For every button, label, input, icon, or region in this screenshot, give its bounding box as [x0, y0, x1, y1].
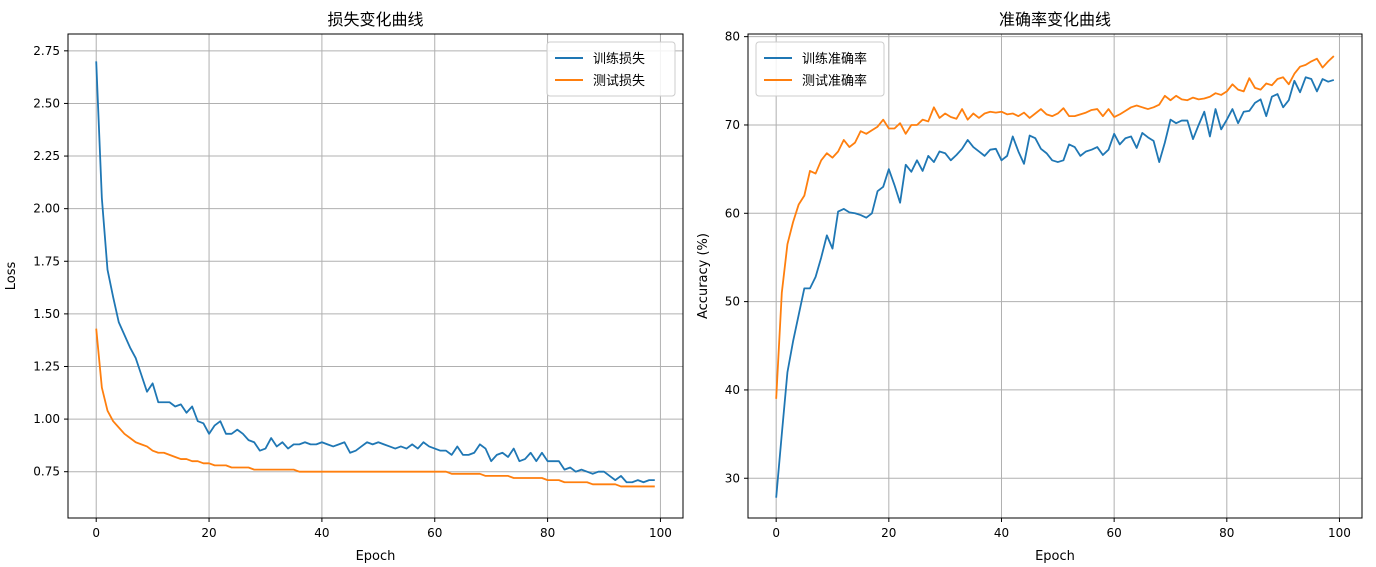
x-tick-label: 40 — [314, 526, 329, 540]
x-axis-label: Epoch — [356, 549, 396, 564]
x-tick-label: 100 — [649, 526, 672, 540]
y-tick-label: 40 — [725, 383, 740, 397]
y-tick-label: 1.25 — [33, 359, 60, 373]
series-line-test — [95, 328, 655, 488]
x-axis-label: Epoch — [1035, 549, 1075, 564]
x-tick-label: 80 — [540, 526, 555, 540]
y-tick-label: 50 — [725, 295, 740, 309]
accuracy-chart: 0 20 40 60 80 100 30 40 50 60 70 80 准确率变化曲线 Epoch Accu… — [696, 10, 1363, 564]
chart-title: 准确率变化曲线 — [999, 10, 1111, 29]
legend-label: 训练准确率 — [802, 51, 867, 67]
y-tick-label: 1.00 — [33, 412, 60, 426]
x-tick-label: 20 — [881, 526, 896, 540]
plot-frame — [747, 33, 1363, 519]
y-tick-label: 1.50 — [33, 307, 60, 321]
y-tick-label: 2.50 — [33, 96, 60, 110]
legend-label: 测试准确率 — [802, 73, 867, 89]
y-tick-label: 0.75 — [33, 465, 60, 479]
x-tick-label: 100 — [1328, 526, 1351, 540]
plot-frame — [67, 33, 684, 519]
y-tick-label: 2.75 — [33, 44, 60, 58]
loss-chart: 0 20 40 60 80 100 0.75 1.00 1.25 1.50 1.75 2.00 2.25… — [4, 10, 684, 564]
x-tick-label: 0 — [772, 526, 780, 540]
x-tick-label: 80 — [1219, 526, 1234, 540]
x-tick-label: 20 — [201, 526, 216, 540]
x-tick-label: 40 — [994, 526, 1009, 540]
x-tick-label: 60 — [427, 526, 442, 540]
y-tick-label: 80 — [725, 30, 740, 44]
y-tick-label: 60 — [725, 206, 740, 220]
x-tick-label: 0 — [92, 526, 100, 540]
y-tick-label: 70 — [725, 118, 740, 132]
legend-label: 训练损失 — [593, 52, 645, 67]
legend-box — [546, 41, 676, 97]
legend-box — [755, 41, 885, 97]
y-axis-label: Accuracy (%) — [696, 233, 711, 319]
series-line-train — [775, 76, 1335, 498]
y-tick-label: 1.75 — [33, 254, 60, 268]
series-line-test — [775, 55, 1335, 399]
series-line-train — [95, 61, 655, 484]
x-tick-label: 60 — [1107, 526, 1122, 540]
legend-label: 测试损失 — [593, 74, 645, 89]
y-tick-label: 30 — [725, 471, 740, 485]
y-tick-label: 2.00 — [33, 202, 60, 216]
y-tick-label: 2.25 — [33, 149, 60, 163]
chart-title: 损失变化曲线 — [327, 10, 423, 29]
y-axis-label: Loss — [4, 262, 19, 291]
